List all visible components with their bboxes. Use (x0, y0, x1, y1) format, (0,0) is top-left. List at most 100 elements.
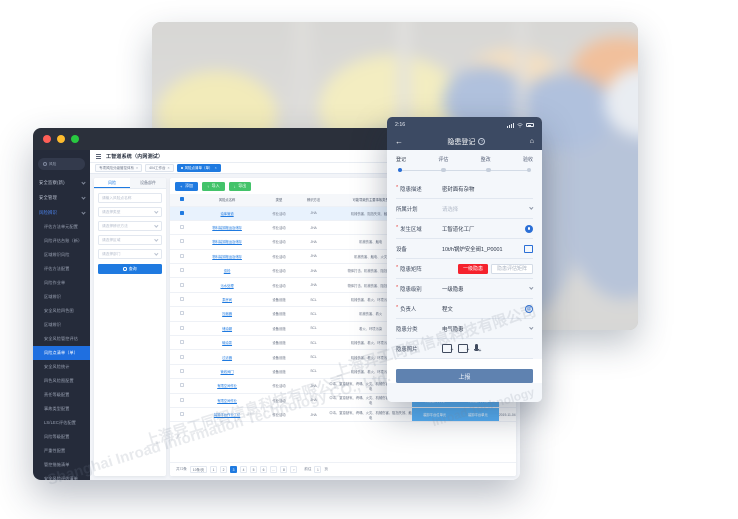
sidebar-item-17[interactable]: 管控措施清单 (33, 458, 90, 472)
row-select-cell[interactable] (170, 292, 195, 308)
row-checkbox[interactable] (180, 225, 185, 230)
sidebar-item-11[interactable]: 四色风险图配置 (33, 374, 90, 388)
sidebar-item-1[interactable]: 风险评估台账（新） (33, 234, 90, 248)
row-select-cell[interactable] (170, 407, 195, 423)
page-size-select[interactable]: 10条/页 (189, 466, 208, 473)
sidebar-group-risk-identification[interactable]: 风险辨识 (33, 205, 90, 220)
sidebar-item-0[interactable]: 评估方法单元配置 (33, 220, 90, 234)
sidebar-group-safety-management[interactable]: 安全管理 (33, 190, 90, 205)
row-checkbox[interactable] (180, 268, 185, 273)
sidebar-item-16[interactable]: 严重性配置 (33, 444, 90, 458)
import-button[interactable]: ↑ 导入 (201, 181, 225, 191)
form-value[interactable]: 程文 @ (442, 304, 533, 313)
chevron-down-icon[interactable] (529, 205, 534, 210)
page-button-5[interactable]: 5 (250, 466, 258, 473)
row-select-cell[interactable] (170, 378, 195, 394)
sidebar-item-3[interactable]: 评估方法配置 (33, 262, 90, 276)
step-label-3[interactable]: 验收 (522, 157, 533, 163)
page-button-2[interactable]: 2 (220, 466, 228, 473)
row-name-link[interactable]: 物料装卸搬运及储存 (212, 254, 242, 259)
row-name-cell[interactable]: 巡检 (194, 263, 260, 279)
page-button-8[interactable]: 8 (280, 466, 288, 473)
row-name-link[interactable]: 过滤器 (222, 355, 233, 360)
row-select-cell[interactable] (170, 220, 195, 236)
tab-risk[interactable]: 风险 (94, 178, 130, 188)
map-pin-icon[interactable] (525, 224, 533, 233)
sidebar-item-9[interactable]: 风险点清单（单） (33, 346, 90, 360)
page-button-6[interactable]: 6 (260, 466, 268, 473)
row-name-link[interactable]: 油库管道 (220, 211, 234, 216)
sidebar-item-7[interactable]: 区域辨识 (33, 318, 90, 332)
row-name-cell[interactable]: 压缩器 (194, 306, 260, 322)
goto-input[interactable]: 1 (314, 466, 322, 473)
at-icon[interactable]: @ (525, 304, 533, 313)
row-select-cell[interactable] (170, 277, 195, 293)
row-checkbox[interactable] (180, 383, 185, 388)
hamburger-icon[interactable] (96, 153, 101, 159)
filter-field-4[interactable]: 请选择部门 (98, 249, 162, 259)
form-value[interactable]: 电气隐患 (442, 325, 534, 333)
gear-icon[interactable] (516, 306, 522, 312)
row-name-cell[interactable]: 物料装卸搬运及储存 (194, 249, 260, 265)
row-select-cell[interactable] (170, 349, 195, 365)
step-label-1[interactable]: 评估 (438, 157, 449, 163)
row-checkbox[interactable] (180, 282, 185, 287)
filter-field-0[interactable]: 请输入风险点名称 (98, 193, 162, 203)
chevron-down-icon[interactable] (529, 285, 534, 290)
row-select-cell[interactable] (170, 206, 195, 221)
row-select-cell[interactable] (170, 249, 195, 265)
submit-button[interactable]: 上报 (396, 369, 533, 383)
tab-equipment-part[interactable]: 设备部件 (130, 178, 166, 188)
row-name-cell[interactable]: 有限空间作业 (194, 393, 260, 408)
row-name-cell[interactable]: 污水处理 (194, 277, 260, 293)
row-name-cell[interactable]: 装卸平台作业工位 (194, 407, 260, 423)
filter-field-1[interactable]: 请选择类型 (98, 207, 162, 217)
form-row-2[interactable]: * 发生区域 工智道化工厂 (396, 219, 533, 239)
sidebar-item-14[interactable]: LS/LEC评估配置 (33, 416, 90, 430)
row-name-link[interactable]: 有限空间作业 (217, 384, 237, 389)
row-name-cell[interactable]: 输油泵 (194, 335, 260, 351)
page-button-3[interactable]: 3 (230, 466, 238, 473)
add-video-icon[interactable]: + (458, 344, 469, 353)
page-button-1[interactable]: 1 (210, 466, 218, 473)
row-name-link[interactable]: 输油泵 (222, 341, 233, 346)
back-arrow-icon[interactable]: ← (395, 136, 403, 146)
sidebar-item-6[interactable]: 安全风险四色图 (33, 304, 90, 318)
row-name-link[interactable]: 储油罐 (222, 326, 233, 331)
form-row-7[interactable]: 隐患分类 电气隐患 (396, 319, 534, 339)
form-value[interactable]: + + + (442, 344, 533, 354)
row-name-link[interactable]: 有限空间作业 (217, 398, 237, 403)
close-icon[interactable]: × (214, 166, 217, 170)
row-name-link[interactable]: 泵房间 (222, 298, 233, 303)
row-checkbox[interactable] (180, 325, 185, 330)
row-name-cell[interactable]: 泵房间 (194, 292, 260, 308)
row-name-link[interactable]: 污水处理 (220, 283, 234, 288)
row-name-link[interactable]: 装卸平台作业工位 (213, 413, 241, 418)
form-row-4[interactable]: * 隐患矩阵 一级隐患 隐患评估矩阵 (396, 259, 533, 279)
table-row[interactable]: 装卸平台作业工位 作业活动 JHA 中毒、窒息缺氧、坍塌、火灾、机械伤害、阻挡失效、触… (170, 407, 516, 423)
row-checkbox[interactable] (180, 368, 185, 373)
sidebar-item-2[interactable]: 区域辨识风险 (33, 248, 90, 262)
form-value[interactable]: 请选择 (442, 205, 534, 213)
sidebar-item-10[interactable]: 安全风险统计 (33, 360, 90, 374)
row-checkbox[interactable] (180, 253, 185, 258)
minimize-icon[interactable] (57, 135, 65, 143)
form-value[interactable]: 10t/h锅炉安全阀1_P0001 (442, 244, 533, 253)
scan-icon[interactable] (524, 244, 533, 253)
row-name-cell[interactable]: 有限空间作业 (194, 378, 260, 394)
question-circle-icon[interactable]: ? (478, 138, 486, 145)
row-checkbox[interactable] (180, 210, 185, 215)
row-name-link[interactable]: 管线阀门 (220, 369, 234, 374)
row-name-cell[interactable]: 物料装卸搬运及储存 (194, 234, 260, 250)
row-select-cell[interactable] (170, 393, 195, 408)
row-select-cell[interactable] (170, 263, 195, 279)
row-checkbox[interactable] (180, 397, 185, 402)
sidebar-search-input[interactable]: 风险 (38, 158, 85, 170)
form-value[interactable]: 密封面有杂物 (442, 185, 533, 193)
add-button[interactable]: + 添加 (175, 181, 198, 191)
close-icon[interactable]: × (136, 166, 139, 170)
step-label-2[interactable]: 整改 (480, 157, 491, 163)
form-row-1[interactable]: 所属计划 请选择 (396, 199, 534, 219)
row-name-link[interactable]: 巡检 (223, 269, 231, 274)
sidebar-item-13[interactable]: 事故类型配置 (33, 402, 90, 416)
